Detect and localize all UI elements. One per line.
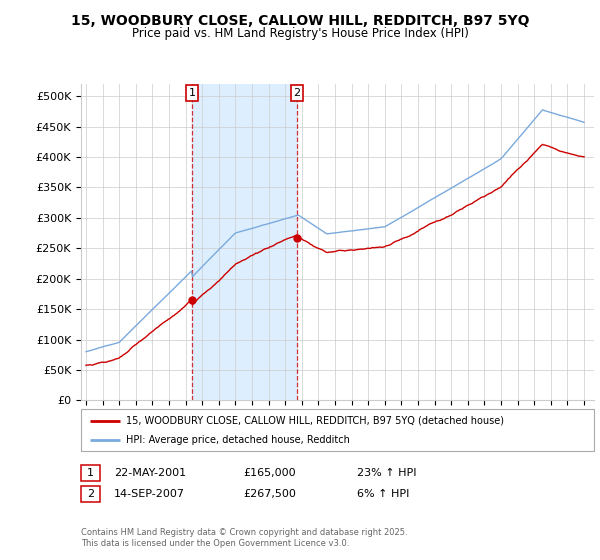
Text: HPI: Average price, detached house, Redditch: HPI: Average price, detached house, Redd…: [126, 435, 350, 445]
Text: 14-SEP-2007: 14-SEP-2007: [114, 489, 185, 499]
Text: 1: 1: [188, 88, 196, 98]
Text: 2: 2: [87, 489, 94, 499]
Bar: [192, 84, 297, 400]
Text: 22-MAY-2001: 22-MAY-2001: [114, 468, 186, 478]
Text: £267,500: £267,500: [243, 489, 296, 499]
Text: 1: 1: [87, 468, 94, 478]
Text: 23% ↑ HPI: 23% ↑ HPI: [357, 468, 416, 478]
Text: £165,000: £165,000: [243, 468, 296, 478]
Text: Price paid vs. HM Land Registry's House Price Index (HPI): Price paid vs. HM Land Registry's House …: [131, 27, 469, 40]
Text: 2: 2: [293, 88, 301, 98]
Text: 15, WOODBURY CLOSE, CALLOW HILL, REDDITCH, B97 5YQ: 15, WOODBURY CLOSE, CALLOW HILL, REDDITC…: [71, 14, 529, 28]
Text: Contains HM Land Registry data © Crown copyright and database right 2025.
This d: Contains HM Land Registry data © Crown c…: [81, 528, 407, 548]
Text: 15, WOODBURY CLOSE, CALLOW HILL, REDDITCH, B97 5YQ (detached house): 15, WOODBURY CLOSE, CALLOW HILL, REDDITC…: [126, 416, 504, 426]
Text: 6% ↑ HPI: 6% ↑ HPI: [357, 489, 409, 499]
